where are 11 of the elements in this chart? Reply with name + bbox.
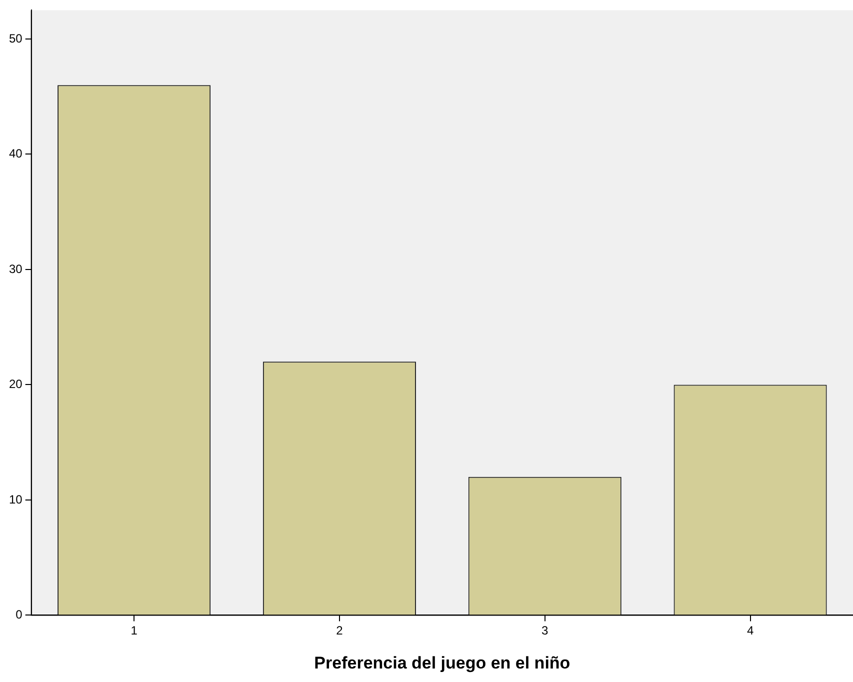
x-tick-label: 3 <box>542 624 549 638</box>
x-tick-label: 4 <box>746 624 754 638</box>
x-tick-label: 1 <box>130 624 138 638</box>
x-tick-label: 2 <box>336 624 344 638</box>
y-tick-label: 20 <box>8 377 23 392</box>
y-tick-label: 10 <box>8 492 23 506</box>
y-tick-label: 40 <box>8 146 23 161</box>
x-axis-title: Preferencia del juego en el niño <box>314 653 570 672</box>
y-tick-label: 30 <box>8 262 23 276</box>
y-tick-label: 50 <box>8 31 23 46</box>
y-tick-label: 0 <box>16 608 23 622</box>
